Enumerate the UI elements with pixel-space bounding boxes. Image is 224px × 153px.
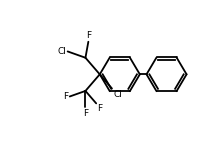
Text: Cl: Cl: [113, 90, 122, 99]
Text: F: F: [83, 109, 88, 118]
Text: Cl: Cl: [57, 47, 66, 56]
Text: F: F: [97, 104, 102, 114]
Text: F: F: [86, 31, 91, 40]
Text: F: F: [63, 92, 68, 101]
